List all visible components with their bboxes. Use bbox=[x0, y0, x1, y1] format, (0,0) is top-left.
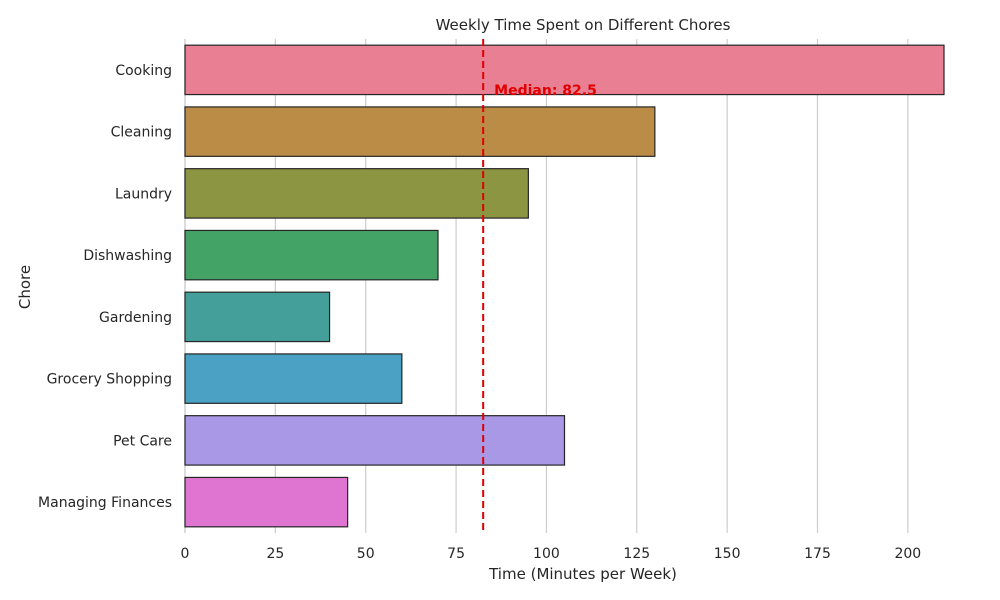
x-tick-25: 25 bbox=[266, 546, 284, 562]
y-axis-label: Chore bbox=[16, 265, 34, 309]
x-axis-label: Time (Minutes per Week) bbox=[488, 565, 677, 583]
bar-grocery-shopping bbox=[184, 353, 403, 404]
bars bbox=[184, 44, 945, 528]
x-tick-125: 125 bbox=[623, 546, 650, 562]
bar-pet-care bbox=[184, 415, 566, 466]
bar-dishwashing bbox=[184, 229, 439, 281]
median-marker: Median: 82.5 bbox=[482, 39, 597, 533]
x-tick-75: 75 bbox=[447, 546, 465, 562]
y-tick-labels: Cooking Cleaning Laundry Dishwashing Gardeni… bbox=[38, 63, 172, 511]
y-tick-grocery-shopping: Grocery Shopping bbox=[47, 372, 172, 388]
y-tick-gardening: Gardening bbox=[99, 310, 172, 326]
y-tick-pet-care: Pet Care bbox=[113, 433, 172, 449]
x-tick-0: 0 bbox=[181, 546, 190, 562]
y-tick-dishwashing: Dishwashing bbox=[83, 248, 172, 264]
bar-managing-finances bbox=[184, 476, 349, 528]
bar-laundry bbox=[184, 168, 529, 219]
x-tick-150: 150 bbox=[714, 546, 741, 562]
x-tick-200: 200 bbox=[894, 546, 921, 562]
y-tick-cleaning: Cleaning bbox=[111, 125, 172, 141]
chart-title: Weekly Time Spent on Different Chores bbox=[436, 16, 731, 34]
bar-cleaning bbox=[184, 106, 656, 157]
median-label: Median: 82.5 bbox=[494, 83, 597, 99]
x-tick-175: 175 bbox=[804, 546, 831, 562]
y-tick-laundry: Laundry bbox=[115, 186, 172, 202]
y-tick-managing-finances: Managing Finances bbox=[38, 495, 172, 511]
y-tick-cooking: Cooking bbox=[115, 63, 172, 79]
x-tick-labels: 0 25 50 75 100 125 150 175 200 bbox=[181, 546, 922, 562]
x-tick-50: 50 bbox=[357, 546, 375, 562]
bar-gardening bbox=[184, 291, 331, 343]
x-tick-100: 100 bbox=[533, 546, 560, 562]
bar-cooking bbox=[184, 44, 945, 96]
